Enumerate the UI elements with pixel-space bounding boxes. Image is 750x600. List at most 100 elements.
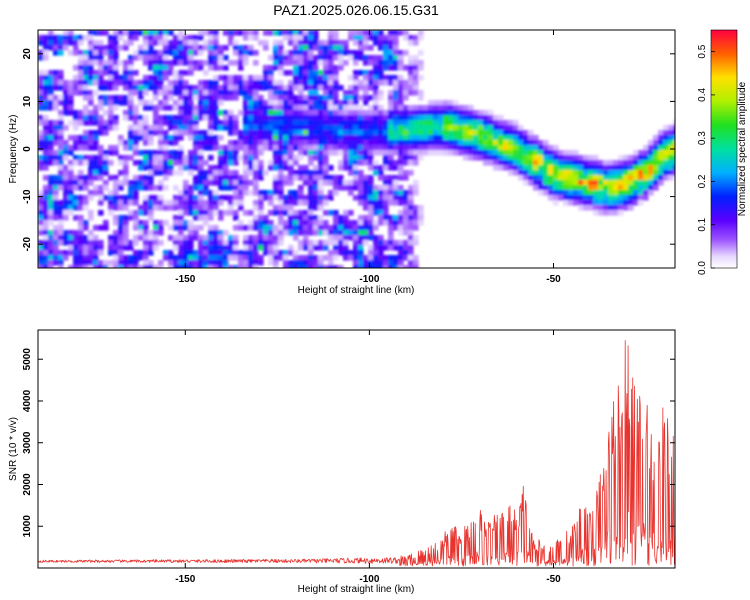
spectrogram-cell	[233, 210, 239, 216]
spectrogram-cell	[513, 160, 519, 166]
spectrogram-cell	[113, 235, 119, 241]
spectrogram-cell	[408, 245, 414, 251]
spectrogram-cell	[673, 160, 675, 166]
spectrogram-cell	[618, 190, 624, 196]
spectrogram-cell	[583, 165, 589, 171]
spectrogram-cell	[253, 250, 259, 256]
spectrogram-cell	[613, 195, 619, 201]
spectrogram-cell	[463, 115, 469, 121]
spectrogram-cell	[128, 70, 134, 76]
spectrogram-cell	[288, 80, 294, 86]
spectrogram-cell	[653, 170, 659, 176]
spectrogram-cell	[153, 55, 159, 61]
spectrogram-cell	[238, 55, 244, 61]
spectrogram-cell	[113, 75, 119, 81]
spectrogram-cell	[163, 250, 169, 256]
spectrogram-cell	[593, 170, 599, 176]
spectrogram-cell	[238, 75, 244, 81]
spectrogram-cell	[118, 245, 124, 251]
spectrogram-cell	[333, 100, 339, 106]
spectrogram-cell	[383, 155, 389, 161]
spectrogram-cell	[228, 120, 234, 126]
spectrogram-cell	[208, 265, 214, 268]
spectrogram-cell	[323, 210, 329, 216]
spectrogram-cell	[328, 150, 334, 156]
spectrogram-cell	[58, 140, 64, 146]
spectrogram-cell	[63, 150, 69, 156]
spectrogram-cell	[253, 30, 259, 36]
spectrogram-cell	[313, 80, 319, 86]
spectrogram-cell	[383, 260, 389, 266]
spectrogram-cell	[408, 40, 414, 46]
spectrogram-cell	[338, 130, 344, 136]
spectrogram-cell	[418, 130, 424, 136]
spectrogram-cell	[403, 175, 409, 181]
spectrogram-cell	[218, 45, 224, 51]
spectrogram-cell	[238, 265, 244, 268]
spectrogram-cell	[213, 265, 219, 268]
spectrogram-cell	[133, 215, 139, 221]
spectrogram-cell	[513, 120, 519, 126]
spectrogram-cell	[38, 115, 44, 121]
spectrogram-cell	[173, 160, 179, 166]
spectrogram-cell	[243, 160, 249, 166]
spectrogram-cell	[188, 85, 194, 91]
spectrogram-cell	[243, 80, 249, 86]
spectrogram-cell	[128, 130, 134, 136]
spectrogram-cell	[523, 135, 529, 141]
spectrogram-cell	[373, 210, 379, 216]
spectrogram-cell	[598, 180, 604, 186]
spectrogram-cell	[368, 30, 374, 36]
spectrogram-cell	[138, 225, 144, 231]
spectrogram-cell	[293, 105, 299, 111]
spectrogram-cell	[43, 135, 49, 141]
spectrogram-cell	[113, 220, 119, 226]
spectrogram-cell	[183, 190, 189, 196]
spectrogram-cell	[43, 75, 49, 81]
spectrogram-cell	[648, 170, 654, 176]
spectrogram-cell	[78, 140, 84, 146]
spectrogram-cell	[193, 210, 199, 216]
spectrogram-cell	[133, 180, 139, 186]
spectrogram-cell	[368, 70, 374, 76]
spectrogram-cell	[153, 70, 159, 76]
spectrogram-cell	[53, 40, 59, 46]
spectrogram-cell	[278, 160, 284, 166]
spectrogram-cell	[133, 130, 139, 136]
spectrogram-cell	[273, 195, 279, 201]
spectrogram-cell	[173, 45, 179, 51]
spectrogram-cell	[253, 75, 259, 81]
spectrogram-cell	[83, 195, 89, 201]
spectrogram-cell	[393, 200, 399, 206]
spectrogram-cell	[618, 200, 624, 206]
spectrogram-cell	[378, 45, 384, 51]
spectrogram-cell	[98, 260, 104, 266]
spectrogram-cell	[143, 235, 149, 241]
spectrogram-cell	[163, 170, 169, 176]
spectrogram-cell	[293, 70, 299, 76]
spectrogram-cell	[333, 75, 339, 81]
spectrogram-cell	[393, 35, 399, 41]
spectrogram-cell	[233, 95, 239, 101]
spectrogram-cell	[358, 40, 364, 46]
spectrogram-cell	[73, 45, 79, 51]
spectrogram-cell	[668, 175, 674, 181]
spectrogram-cell	[273, 155, 279, 161]
spectrogram-cell	[233, 115, 239, 121]
spectrogram-cell	[628, 200, 634, 206]
spectrogram-cell	[208, 120, 214, 126]
spectrogram-cell	[273, 145, 279, 151]
spectrogram-cell	[213, 100, 219, 106]
spectrogram-cell	[243, 90, 249, 96]
spectrogram-cell	[128, 200, 134, 206]
spectrogram-cell	[73, 200, 79, 206]
spectrogram-cell	[358, 235, 364, 241]
spectrogram-cell	[238, 130, 244, 136]
spectrogram-cell	[198, 240, 204, 246]
spectrogram-cell	[298, 60, 304, 66]
spectrogram-cell	[163, 105, 169, 111]
spectrogram-cell	[503, 165, 509, 171]
spectrogram-cell	[518, 150, 524, 156]
spectrogram-cell	[88, 70, 94, 76]
spectrogram-cell	[393, 120, 399, 126]
